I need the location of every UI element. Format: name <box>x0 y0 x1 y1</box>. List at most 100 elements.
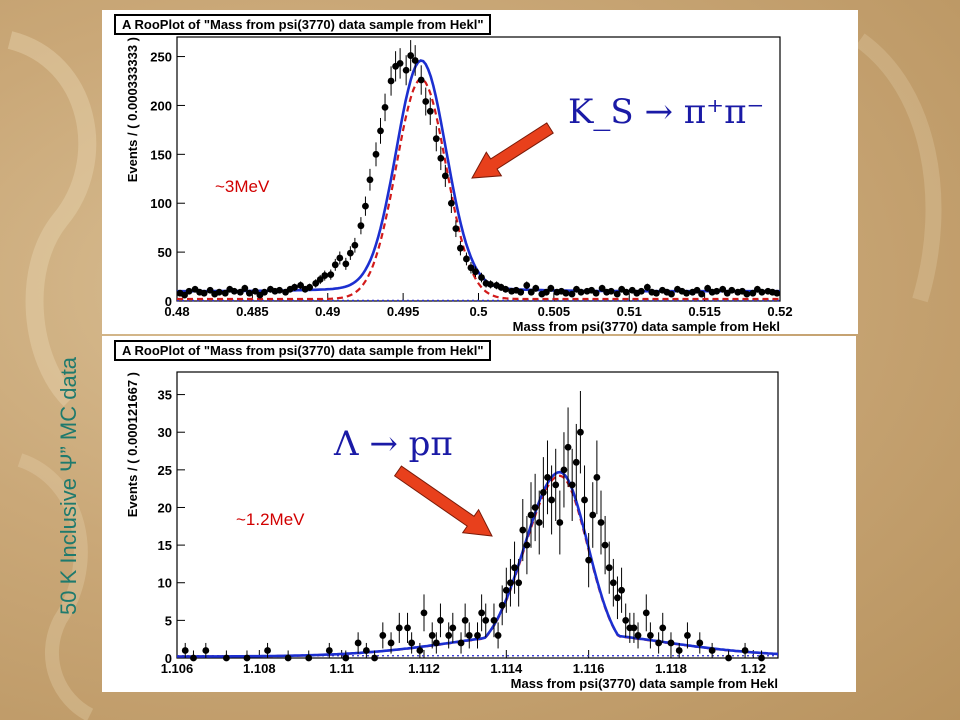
data-point <box>379 632 387 639</box>
data-point <box>568 290 576 298</box>
data-point <box>241 284 249 292</box>
y-tick-label: 150 <box>150 147 172 162</box>
data-point <box>696 639 704 647</box>
data-point <box>351 241 359 249</box>
data-point <box>437 154 445 162</box>
top-plot-title: A RooPlot of "Mass from psi(3770) data s… <box>114 14 492 35</box>
data-point <box>452 225 460 233</box>
data-point <box>215 288 223 296</box>
data-point <box>261 288 268 296</box>
data-point <box>585 556 593 564</box>
data-point <box>684 632 691 639</box>
data-point <box>305 654 313 662</box>
data-point <box>597 519 605 526</box>
x-tick-label: 0.505 <box>538 304 571 319</box>
data-point <box>422 98 430 105</box>
data-point <box>297 281 305 289</box>
x-tick-label: 0.48 <box>164 304 189 319</box>
top-resolution-annotation: ~3MeV <box>215 177 270 196</box>
y-tick-label: 10 <box>158 576 172 591</box>
data-point <box>634 632 642 639</box>
data-point <box>490 616 498 624</box>
data-point <box>544 473 551 481</box>
x-tick-label: 1.116 <box>573 661 605 676</box>
data-point <box>523 541 531 549</box>
data-point <box>741 647 749 654</box>
data-point <box>609 579 617 587</box>
data-point <box>457 244 464 252</box>
data-point <box>523 281 531 289</box>
data-point <box>564 443 572 451</box>
data-point <box>592 289 600 297</box>
data-point <box>432 639 440 647</box>
data-point <box>362 647 370 654</box>
y-tick-label: 0 <box>165 294 172 309</box>
data-point <box>531 504 539 511</box>
data-point <box>577 288 585 296</box>
data-point <box>396 60 404 67</box>
x-tick-label: 0.52 <box>767 304 792 319</box>
y-tick-label: 0 <box>165 651 172 666</box>
data-point <box>482 616 490 624</box>
data-point <box>474 632 481 639</box>
data-point <box>465 632 473 639</box>
data-point <box>331 261 339 269</box>
x-tick-label: 1.106 <box>161 661 194 676</box>
bottom-plot-svg: 0 5 10 15 20 25 30 35 1.106 1.108 1.11 1.112 1.114 1.… <box>125 371 779 691</box>
data-point <box>642 609 650 617</box>
data-point <box>539 489 547 496</box>
data-point <box>387 639 395 647</box>
x-tick-label: 1.112 <box>408 661 440 676</box>
bottom-plot-title: A RooPlot of "Mass from psi(3770) data s… <box>114 340 492 361</box>
data-point <box>494 632 502 639</box>
data-point <box>381 104 389 111</box>
data-point <box>420 609 428 617</box>
x-tick-label: 0.495 <box>387 304 420 319</box>
data-point <box>743 290 751 298</box>
data-point <box>447 199 455 207</box>
y-axis-label: Events / ( 0.000121667 ) <box>125 372 140 517</box>
data-point <box>432 135 440 143</box>
data-point <box>251 287 259 295</box>
y-tick-label: 100 <box>150 196 172 211</box>
data-point <box>325 647 333 654</box>
data-point <box>605 564 613 572</box>
pointer-arrow <box>471 122 554 179</box>
data-point <box>222 654 230 662</box>
bottom-plot-panel: 0 5 10 15 20 25 30 35 1.106 1.108 1.11 1.112 1.114 1.… <box>102 336 856 692</box>
data-point <box>758 288 766 296</box>
data-point <box>622 616 630 624</box>
x-tick-label: 0.515 <box>688 304 721 319</box>
data-point <box>437 616 444 624</box>
data-point <box>461 616 469 624</box>
y-tick-label: 200 <box>150 98 172 113</box>
data-point <box>377 127 384 135</box>
data-point <box>502 285 510 293</box>
data-point <box>316 276 324 283</box>
data-point <box>577 428 584 436</box>
data-point <box>675 647 683 654</box>
data-point <box>708 647 716 654</box>
data-point <box>202 647 210 654</box>
data-point <box>556 519 564 526</box>
data-point <box>517 288 525 296</box>
data-point <box>527 288 535 296</box>
data-point <box>593 473 601 481</box>
data-point <box>236 288 244 296</box>
data-point <box>667 639 675 647</box>
data-point <box>515 579 523 587</box>
data-point <box>362 202 369 210</box>
data-point <box>387 77 395 85</box>
data-point <box>601 541 609 549</box>
data-point <box>185 287 193 295</box>
data-point <box>291 283 298 291</box>
data-point <box>221 289 229 297</box>
data-point <box>354 639 362 647</box>
data-point <box>507 579 514 587</box>
data-point <box>773 289 781 297</box>
top-plot-svg: 0 50 100 150 200 250 0.48 0.485 0.49 0.495 0.5 0.50… <box>125 36 793 334</box>
x-tick-label: 0.51 <box>617 304 642 319</box>
data-point <box>264 647 271 654</box>
data-point <box>560 466 568 474</box>
